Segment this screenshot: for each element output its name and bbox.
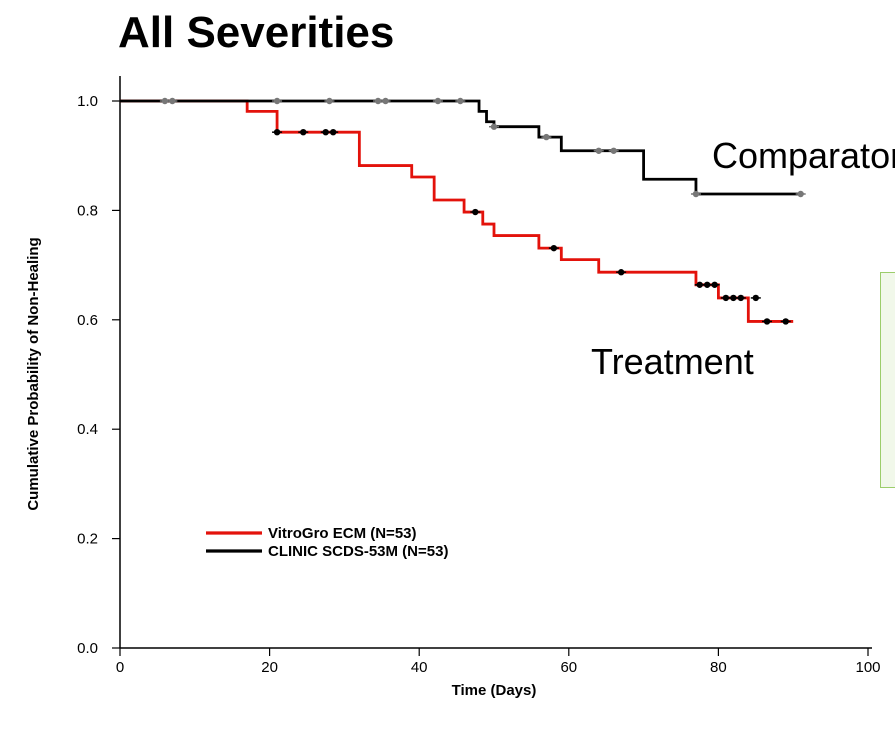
censor-point — [797, 190, 804, 198]
censor-point — [169, 97, 176, 105]
censor-point — [550, 244, 558, 252]
censor-point — [329, 128, 337, 136]
censor-point — [322, 128, 329, 136]
censor-point — [752, 294, 759, 302]
censor-point — [763, 318, 771, 325]
x-tick-label: 0 — [116, 659, 124, 676]
annotation-box — [880, 272, 895, 488]
censor-point — [610, 147, 617, 154]
axes: 0 20 40 60 80 100 0.0 0.2 0.4 0.6 0.8 1.0 — [77, 76, 881, 676]
x-tick-label: 60 — [560, 659, 577, 676]
censor-point — [434, 97, 442, 105]
censor-point — [722, 294, 730, 302]
x-tick-label: 20 — [261, 659, 278, 676]
series-labels: Treatment Comparator — [591, 135, 895, 382]
legend: VitroGro ECM (N=53)CLINIC SCDS-53M (N=53… — [206, 525, 448, 560]
x-tick-label: 100 — [855, 659, 880, 676]
series-line-1 — [120, 99, 801, 196]
x-axis-label: Time (Days) — [452, 682, 537, 699]
treatment-label: Treatment — [591, 341, 754, 382]
y-tick-label: 0.6 — [77, 312, 98, 329]
censor-point — [696, 281, 703, 288]
censor-point — [617, 269, 625, 276]
comparator-label: Comparator — [712, 135, 895, 176]
chart-title: All Severities — [118, 8, 395, 57]
x-tick-label: 80 — [710, 659, 727, 676]
censor-point — [374, 97, 382, 105]
censor-point — [490, 123, 498, 130]
censor-point — [472, 208, 479, 216]
censor-point — [737, 294, 745, 302]
y-tick-label: 0.0 — [77, 640, 98, 657]
legend-label-0: VitroGro ECM (N=53) — [268, 525, 417, 542]
censor-point — [457, 97, 464, 105]
censor-point — [326, 97, 333, 105]
censor-point — [782, 318, 789, 325]
y-tick-label: 0.8 — [77, 202, 98, 219]
x-tick-label: 40 — [411, 659, 428, 676]
y-tick-label: 0.2 — [77, 531, 98, 548]
censor-point — [300, 128, 307, 136]
censor-point — [595, 147, 602, 154]
y-tick-label: 1.0 — [77, 93, 98, 110]
censor-point — [382, 97, 389, 105]
series-line-0 — [120, 99, 794, 323]
censor-point — [711, 281, 718, 288]
series-layer — [120, 97, 806, 325]
y-axis-label: Cumulative Probability of Non-Healing — [25, 237, 42, 510]
y-tick-label: 0.4 — [77, 421, 98, 438]
censor-point — [692, 190, 700, 198]
censor-point — [273, 128, 281, 136]
censor-point — [730, 294, 737, 302]
censor-point — [273, 97, 281, 105]
censor-point — [703, 281, 711, 288]
censor-point — [161, 97, 169, 105]
censor-point — [543, 133, 550, 141]
legend-label-1: CLINIC SCDS-53M (N=53) — [268, 543, 448, 560]
